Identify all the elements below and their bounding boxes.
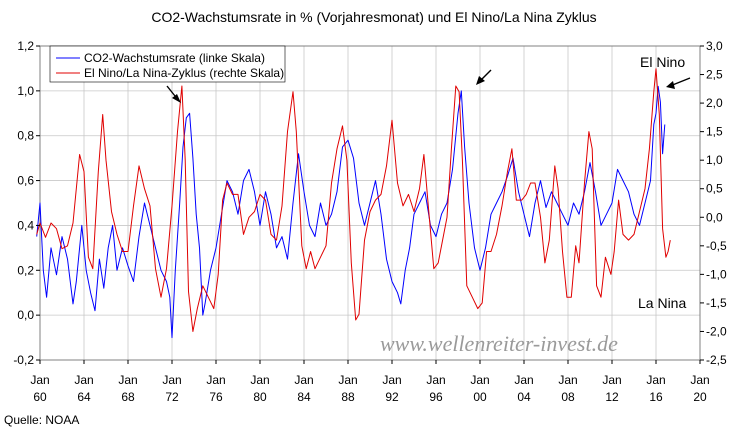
- left-tick-label: -0,2: [13, 353, 34, 367]
- x-tick-label-year: 12: [605, 390, 619, 404]
- arrow-1972-head: [172, 94, 181, 103]
- x-tick-label-month: Jan: [426, 373, 445, 387]
- left-tick-label: 0,6: [17, 174, 34, 188]
- x-tick-label-month: Jan: [250, 373, 269, 387]
- left-tick-label: 0,4: [17, 218, 34, 232]
- legend-label-co2: CO2-Wachstumsrate (linke Skala): [84, 51, 265, 65]
- legend: CO2-Wachstumsrate (linke Skala) El Nino/…: [49, 45, 286, 83]
- right-tick-label: -0,5: [706, 239, 727, 253]
- x-tick-label-month: Jan: [74, 373, 93, 387]
- left-tick-label: 1,2: [17, 39, 34, 53]
- x-tick-label-month: Jan: [602, 373, 621, 387]
- right-tick-label: -1,0: [706, 267, 727, 281]
- right-tick-label: 1,0: [706, 153, 723, 167]
- right-tick-label: -2,5: [706, 353, 727, 367]
- right-tick-label: 1,5: [706, 125, 723, 139]
- watermark: www.wellenreiter-invest.de: [380, 331, 618, 356]
- x-tick-label-year: 68: [121, 390, 135, 404]
- series-group: [36, 68, 671, 339]
- right-tick-label: -1,5: [706, 296, 727, 310]
- left-tick-label: 1,0: [17, 84, 34, 98]
- left-tick-label: 0,8: [17, 129, 34, 143]
- x-tick-label-year: 80: [253, 390, 267, 404]
- left-axis: -0,2 0,0 0,2 0,4 0,6 0,8 1,0 1,2: [13, 39, 40, 367]
- right-tick-label: 2,5: [706, 68, 723, 82]
- series-line-enso: [36, 68, 671, 332]
- x-tick-label-year: 92: [385, 390, 399, 404]
- chart-title: CO2-Wachstumsrate in % (Vorjahresmonat) …: [151, 9, 596, 25]
- x-tick-label-year: 88: [341, 390, 355, 404]
- x-tick-label-year: 84: [297, 390, 311, 404]
- x-tick-label-month: Jan: [30, 373, 49, 387]
- annotation-el-nino: El Nino: [640, 54, 685, 70]
- x-tick-label-month: Jan: [646, 373, 665, 387]
- arrow-1998-head: [476, 76, 485, 85]
- legend-box: [49, 45, 286, 83]
- x-tick-label-year: 72: [165, 390, 179, 404]
- x-tick-label-year: 76: [209, 390, 223, 404]
- source-note: Quelle: NOAA: [4, 413, 80, 427]
- right-axis: -2,5 -2,0 -1,5 -1,0 -0,5 0,0 0,5 1,0 1,5 2,0 2,5 3,…: [700, 39, 727, 367]
- right-tick-label: 2,0: [706, 96, 723, 110]
- left-tick-label: 0,2: [17, 263, 34, 277]
- arrows: [166, 69, 691, 103]
- x-tick-label-month: Jan: [206, 373, 225, 387]
- x-tick-label-month: Jan: [690, 373, 709, 387]
- x-tick-label-year: 16: [649, 390, 663, 404]
- x-tick-label-year: 08: [561, 390, 575, 404]
- x-tick-label-year: 60: [33, 390, 47, 404]
- right-tick-label: 0,0: [706, 210, 723, 224]
- x-tick-label-year: 96: [429, 390, 443, 404]
- left-tick-label: 0,0: [17, 308, 34, 322]
- x-tick-label-year: 04: [517, 390, 531, 404]
- series-line-co2: [36, 85, 666, 339]
- x-tick-label-year: 00: [473, 390, 487, 404]
- x-tick-label-year: 64: [77, 390, 91, 404]
- x-tick-label-month: Jan: [162, 373, 181, 387]
- x-tick-label-month: Jan: [470, 373, 489, 387]
- x-tick-label-month: Jan: [514, 373, 533, 387]
- x-axis: Jan 60 Jan 64 Jan 68 Jan 72 Jan 76 Jan 80 Jan 84 Jan 88…: [30, 360, 710, 404]
- x-tick-label-month: Jan: [294, 373, 313, 387]
- right-tick-label: -2,0: [706, 324, 727, 338]
- x-tick-label-month: Jan: [382, 373, 401, 387]
- x-tick-label-month: Jan: [338, 373, 357, 387]
- annotation-la-nina: La Nina: [638, 295, 686, 311]
- x-tick-label-year: 20: [693, 390, 707, 404]
- right-tick-label: 0,5: [706, 182, 723, 196]
- x-tick-label-month: Jan: [118, 373, 137, 387]
- legend-label-enso: El Nino/La Nina-Zyklus (rechte Skala): [84, 66, 284, 80]
- arrow-2016-head: [666, 81, 675, 89]
- x-tick-label-month: Jan: [558, 373, 577, 387]
- right-tick-label: 3,0: [706, 39, 723, 53]
